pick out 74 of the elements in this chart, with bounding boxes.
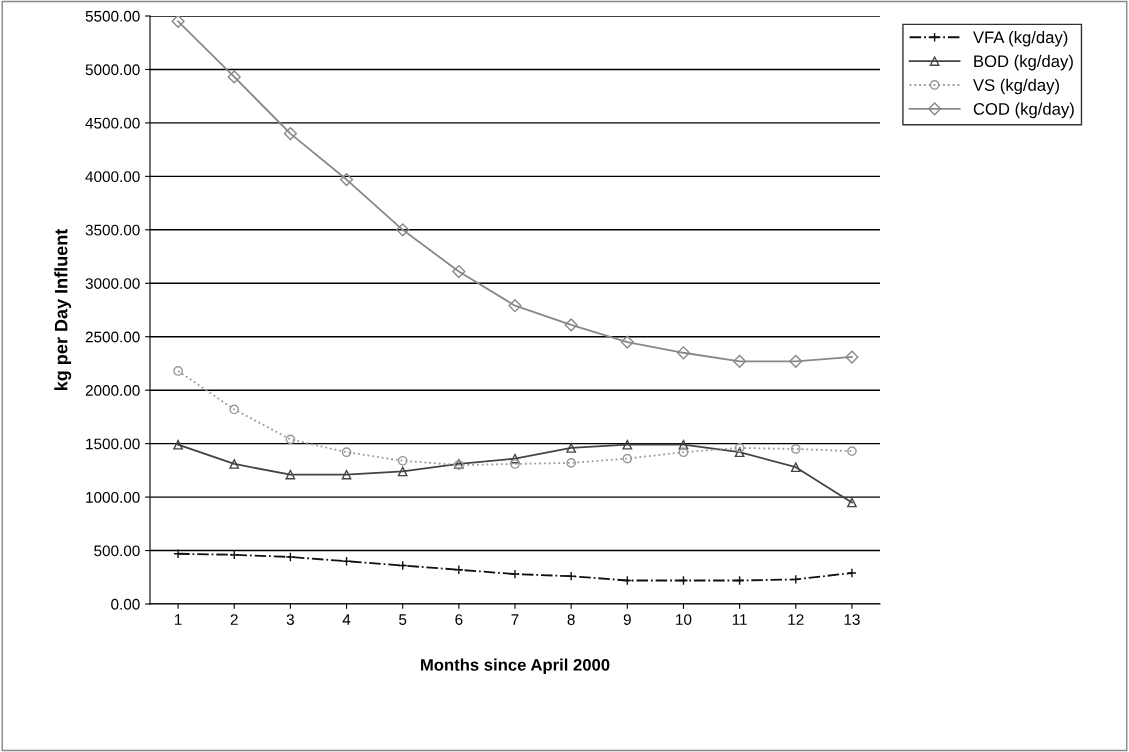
point — [339, 172, 354, 187]
point — [790, 462, 801, 473]
legend-label: VFA (kg/day) — [973, 31, 1068, 47]
y-tick-label: 3000.00 — [85, 278, 140, 289]
point — [678, 447, 689, 458]
y-tick-label: 4500.00 — [85, 117, 140, 129]
x-tick-label: 3 — [286, 614, 294, 625]
y-tick-label: 1000.00 — [86, 491, 140, 503]
point — [229, 459, 240, 469]
x-tick-label: 11 — [732, 614, 747, 625]
point — [285, 434, 296, 445]
point — [622, 453, 633, 464]
x-tick-label: 8 — [567, 614, 575, 625]
x-tick-label: 1 — [174, 614, 182, 625]
legend-label: BOD (kg/day) — [974, 54, 1073, 71]
point — [341, 447, 352, 458]
point — [620, 335, 634, 349]
y-axis-title: kg per Day Influent — [54, 228, 72, 390]
point — [845, 350, 859, 364]
y-tick-label: 500.00 — [94, 545, 140, 557]
point — [396, 223, 410, 237]
point — [510, 453, 520, 464]
point — [171, 16, 185, 28]
x-axis-title: Months since April 2000 — [421, 658, 610, 675]
point — [733, 354, 747, 368]
point — [847, 568, 857, 578]
point — [789, 354, 803, 368]
x-tick-label: 5 — [399, 614, 407, 625]
point — [734, 443, 745, 453]
point — [283, 127, 297, 141]
point — [452, 264, 466, 279]
y-tick-label: 4000.00 — [85, 171, 140, 183]
point — [341, 469, 352, 480]
x-tick-label: 9 — [623, 614, 631, 625]
x-tick-label: 13 — [844, 614, 860, 625]
point — [173, 366, 183, 376]
x-tick-label: 7 — [511, 614, 519, 625]
y-tick-label: 3500.00 — [85, 224, 140, 236]
point — [678, 439, 689, 450]
point — [285, 469, 296, 480]
point — [734, 447, 745, 458]
point — [508, 299, 522, 313]
point — [397, 455, 408, 466]
point — [285, 552, 296, 562]
point — [790, 444, 801, 454]
point — [397, 466, 408, 477]
x-tick-label: 10 — [676, 614, 692, 625]
point — [173, 548, 183, 559]
point — [453, 564, 464, 575]
point — [510, 459, 520, 469]
point — [847, 497, 857, 508]
point — [510, 569, 520, 579]
point — [847, 446, 857, 456]
point — [229, 404, 240, 415]
x-tick-label: 2 — [230, 614, 238, 625]
point — [566, 571, 577, 582]
y-tick-label: 5500.00 — [85, 10, 140, 22]
y-tick-label: 1500.00 — [86, 438, 140, 450]
x-tick-label: 12 — [788, 614, 804, 625]
point — [564, 318, 578, 332]
x-tick-label: 4 — [342, 614, 351, 625]
point — [227, 70, 241, 84]
point — [566, 458, 577, 468]
point — [676, 346, 691, 360]
y-tick-label: 0.00 — [111, 598, 140, 610]
y-tick-label: 2500.00 — [85, 331, 140, 343]
point — [622, 439, 633, 450]
point — [566, 443, 577, 453]
y-tick-label: 2000.00 — [85, 385, 140, 396]
point — [173, 439, 183, 450]
x-tick-label: 6 — [455, 614, 463, 625]
y-tick-label: 5000.00 — [85, 64, 140, 76]
legend-label: VS (kg/day) — [973, 78, 1059, 95]
legend-label: COD (kg/day) — [973, 102, 1074, 119]
